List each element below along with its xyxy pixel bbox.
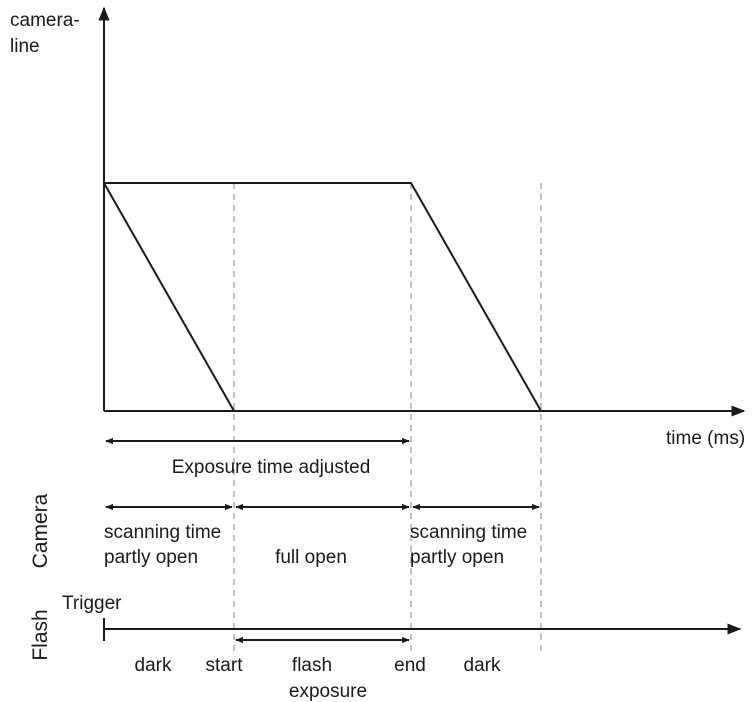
shutter-curve [104,182,542,412]
guide-lines [233,183,542,652]
camera-phase1-line2: partly open [104,547,198,568]
camera-side-label: Camera [29,493,52,568]
flash-exposure-line1: flash [292,655,332,676]
flash-dark-before: dark [135,655,172,676]
flash-start-label: start [206,655,244,676]
flash-trigger-label: Trigger [62,593,122,614]
flash-dark-after: dark [464,655,501,676]
flash-side-label: Flash [29,609,52,660]
flash-exposure-line2: exposure [289,681,367,702]
y-axis-label-line1: camera- [10,10,80,31]
x-axis-label: time (ms) [666,428,745,449]
camera-phase1-line1: scanning time [104,522,221,543]
shutter-opening-slope [103,182,235,412]
camera-phase3-line1: scanning time [410,522,527,543]
camera-phase2: full open [275,547,347,568]
y-axis-label-line2: line [10,36,40,57]
exposure-time-label: Exposure time adjusted [172,457,371,478]
camera-phase3-line2: partly open [410,547,504,568]
flash-end-label: end [394,655,426,676]
